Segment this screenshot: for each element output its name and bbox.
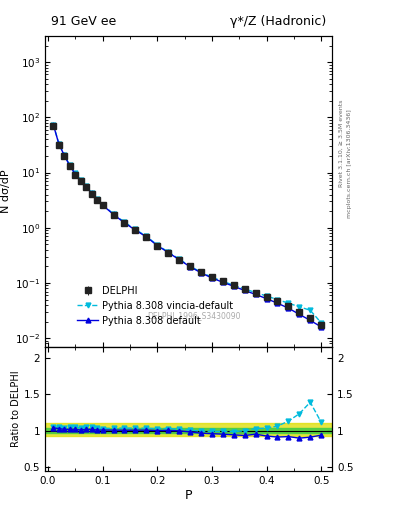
Text: 91 GeV ee: 91 GeV ee xyxy=(51,15,116,28)
Y-axis label: N dσ/dP: N dσ/dP xyxy=(1,169,11,213)
Pythia 8.308 default xyxy=(275,300,280,306)
Pythia 8.308 default xyxy=(166,249,171,255)
Pythia 8.308 vincia-default xyxy=(144,233,149,239)
Pythia 8.308 default xyxy=(319,324,323,330)
Text: DELPHI_1996_S3430090: DELPHI_1996_S3430090 xyxy=(148,311,241,320)
Text: Rivet 3.1.10, ≥ 3.5M events: Rivet 3.1.10, ≥ 3.5M events xyxy=(339,100,344,187)
Y-axis label: Ratio to DELPHI: Ratio to DELPHI xyxy=(11,371,21,447)
Pythia 8.308 default xyxy=(95,197,99,203)
Pythia 8.308 default xyxy=(133,227,138,233)
Pythia 8.308 default xyxy=(231,283,236,289)
Line: Pythia 8.308 default: Pythia 8.308 default xyxy=(51,122,323,329)
Pythia 8.308 vincia-default xyxy=(89,190,94,196)
Pythia 8.308 vincia-default xyxy=(155,242,160,248)
Pythia 8.308 default xyxy=(286,305,291,311)
Pythia 8.308 vincia-default xyxy=(308,307,312,313)
Text: γ*/Z (Hadronic): γ*/Z (Hadronic) xyxy=(230,15,326,28)
Pythia 8.308 vincia-default xyxy=(275,296,280,303)
Pythia 8.308 vincia-default xyxy=(198,269,203,275)
Pythia 8.308 vincia-default xyxy=(73,170,77,177)
Pythia 8.308 vincia-default xyxy=(253,289,258,295)
Pythia 8.308 vincia-default xyxy=(166,249,171,255)
Legend: DELPHI, Pythia 8.308 vincia-default, Pythia 8.308 default: DELPHI, Pythia 8.308 vincia-default, Pyt… xyxy=(73,282,237,329)
Pythia 8.308 default xyxy=(89,190,94,197)
Pythia 8.308 vincia-default xyxy=(209,274,214,280)
X-axis label: P: P xyxy=(185,488,193,502)
Pythia 8.308 default xyxy=(62,153,67,159)
Pythia 8.308 vincia-default xyxy=(133,226,138,232)
Pythia 8.308 default xyxy=(84,184,88,190)
Pythia 8.308 vincia-default xyxy=(177,256,182,262)
Pythia 8.308 default xyxy=(122,220,127,226)
Pythia 8.308 vincia-default xyxy=(242,286,247,292)
Pythia 8.308 default xyxy=(57,141,61,147)
Pythia 8.308 default xyxy=(187,264,192,270)
Pythia 8.308 default xyxy=(51,122,56,128)
Pythia 8.308 vincia-default xyxy=(84,183,88,189)
Pythia 8.308 default xyxy=(111,211,116,218)
Pythia 8.308 vincia-default xyxy=(297,304,302,310)
Pythia 8.308 default xyxy=(73,171,77,177)
Pythia 8.308 vincia-default xyxy=(78,177,83,183)
Bar xyxy=(45,423,332,436)
Pythia 8.308 vincia-default xyxy=(187,263,192,269)
Pythia 8.308 vincia-default xyxy=(122,219,127,225)
Pythia 8.308 vincia-default xyxy=(51,121,56,127)
Pythia 8.308 default xyxy=(155,242,160,248)
Pythia 8.308 default xyxy=(297,311,302,317)
Pythia 8.308 vincia-default xyxy=(319,319,323,326)
Bar xyxy=(45,428,332,433)
Pythia 8.308 default xyxy=(100,202,105,208)
Pythia 8.308 vincia-default xyxy=(62,152,67,158)
Pythia 8.308 default xyxy=(78,178,83,184)
Pythia 8.308 vincia-default xyxy=(111,211,116,217)
Pythia 8.308 vincia-default xyxy=(231,282,236,288)
Pythia 8.308 default xyxy=(308,317,312,324)
Pythia 8.308 default xyxy=(177,257,182,263)
Pythia 8.308 default xyxy=(264,295,269,302)
Pythia 8.308 vincia-default xyxy=(68,162,72,168)
Text: mcplots.cern.ch [arXiv:1306.3436]: mcplots.cern.ch [arXiv:1306.3436] xyxy=(347,110,352,218)
Pythia 8.308 vincia-default xyxy=(220,278,225,284)
Pythia 8.308 default xyxy=(209,275,214,281)
Pythia 8.308 default xyxy=(220,279,225,285)
Line: Pythia 8.308 vincia-default: Pythia 8.308 vincia-default xyxy=(51,122,323,325)
Pythia 8.308 default xyxy=(68,163,72,169)
Pythia 8.308 default xyxy=(144,233,149,240)
Pythia 8.308 vincia-default xyxy=(264,293,269,299)
Pythia 8.308 vincia-default xyxy=(100,202,105,208)
Pythia 8.308 default xyxy=(253,291,258,297)
Pythia 8.308 vincia-default xyxy=(57,140,61,146)
Pythia 8.308 vincia-default xyxy=(286,300,291,306)
Pythia 8.308 vincia-default xyxy=(95,196,99,202)
Pythia 8.308 default xyxy=(242,287,247,293)
Pythia 8.308 default xyxy=(198,270,203,276)
